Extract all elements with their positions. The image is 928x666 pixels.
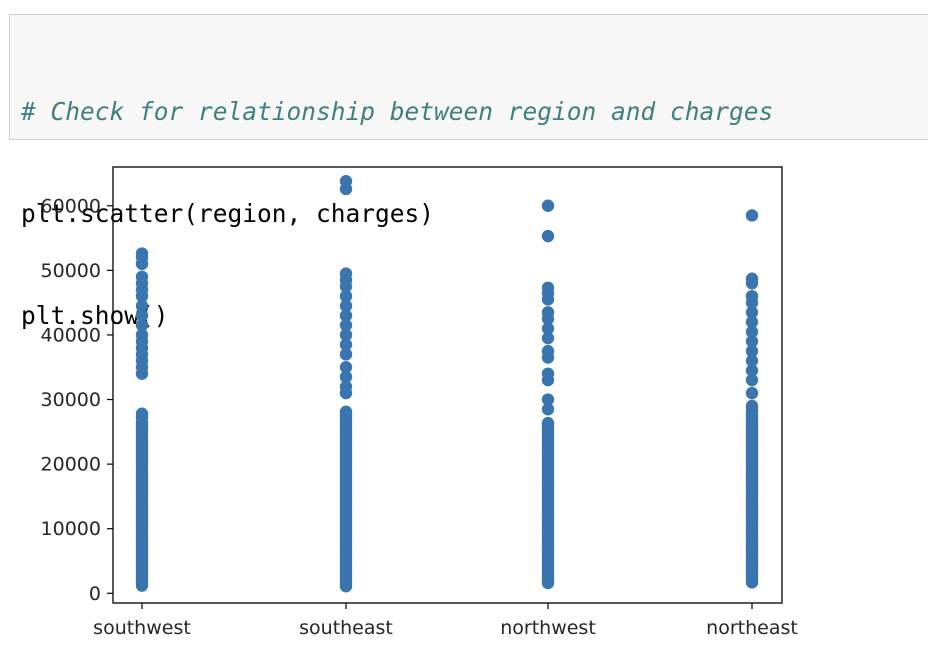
data-point xyxy=(745,315,759,329)
y-tick-label: 10000 xyxy=(41,518,101,540)
data-point xyxy=(745,209,759,222)
data-point xyxy=(339,348,353,361)
data-point xyxy=(541,331,555,345)
data-point xyxy=(339,328,353,342)
data-point xyxy=(339,289,353,303)
y-tick-label: 30000 xyxy=(41,389,101,411)
data-point xyxy=(541,306,555,319)
data-point xyxy=(541,403,555,416)
data-point xyxy=(541,367,555,380)
y-tick-label: 0 xyxy=(89,583,101,605)
data-point xyxy=(135,411,149,424)
data-point xyxy=(339,299,353,313)
data-point xyxy=(745,272,759,285)
data-point xyxy=(135,319,149,332)
data-point xyxy=(745,386,759,400)
data-point xyxy=(339,338,353,351)
data-point xyxy=(541,322,555,335)
y-tick-label: 60000 xyxy=(41,195,101,217)
data-point xyxy=(541,199,555,212)
data-point xyxy=(541,229,555,243)
x-tick-label: southwest xyxy=(93,617,191,639)
code-comment-line: # Check for relationship between region … xyxy=(21,97,774,126)
data-point xyxy=(339,267,353,280)
x-tick-label: northwest xyxy=(500,617,596,639)
data-point xyxy=(745,344,759,358)
data-point xyxy=(541,416,555,430)
data-point xyxy=(339,319,353,332)
data-point xyxy=(339,309,353,322)
data-point xyxy=(135,270,149,284)
data-point xyxy=(135,247,149,260)
x-tick-label: southeast xyxy=(299,617,393,639)
code-cell-input[interactable]: # Check for relationship between region … xyxy=(9,14,928,330)
data-point xyxy=(541,344,555,358)
data-point xyxy=(541,281,555,294)
data-point xyxy=(339,361,353,374)
data-point xyxy=(745,335,759,348)
data-point xyxy=(135,328,149,342)
data-point xyxy=(339,370,353,384)
data-point xyxy=(745,399,759,413)
plot-frame xyxy=(112,166,783,604)
data-point xyxy=(339,380,353,393)
y-tick-label: 20000 xyxy=(41,454,101,476)
data-point xyxy=(745,306,759,319)
cell-output-area: 0 10000 20000 30000 40000 50000 60000 southwest… xyxy=(0,150,928,662)
data-point xyxy=(745,364,759,377)
scatter-points xyxy=(135,175,759,593)
code-line-scatter: plt.scatter(region, charges) xyxy=(21,199,435,228)
x-tick-label: northeast xyxy=(706,617,798,639)
data-point xyxy=(745,373,759,387)
y-tick-label: 50000 xyxy=(41,260,101,282)
data-point xyxy=(339,175,353,188)
data-point xyxy=(135,299,149,313)
data-point xyxy=(745,325,759,338)
data-point xyxy=(135,309,149,322)
scatter-chart: 0 10000 20000 30000 40000 50000 60000 southwest… xyxy=(41,166,798,639)
data-point xyxy=(745,354,759,367)
y-tick-label: 40000 xyxy=(41,324,101,346)
data-point xyxy=(745,289,759,303)
data-point xyxy=(541,393,555,406)
data-point xyxy=(339,405,353,419)
chart-axes: 0 10000 20000 30000 40000 50000 60000 southwest… xyxy=(41,166,798,639)
